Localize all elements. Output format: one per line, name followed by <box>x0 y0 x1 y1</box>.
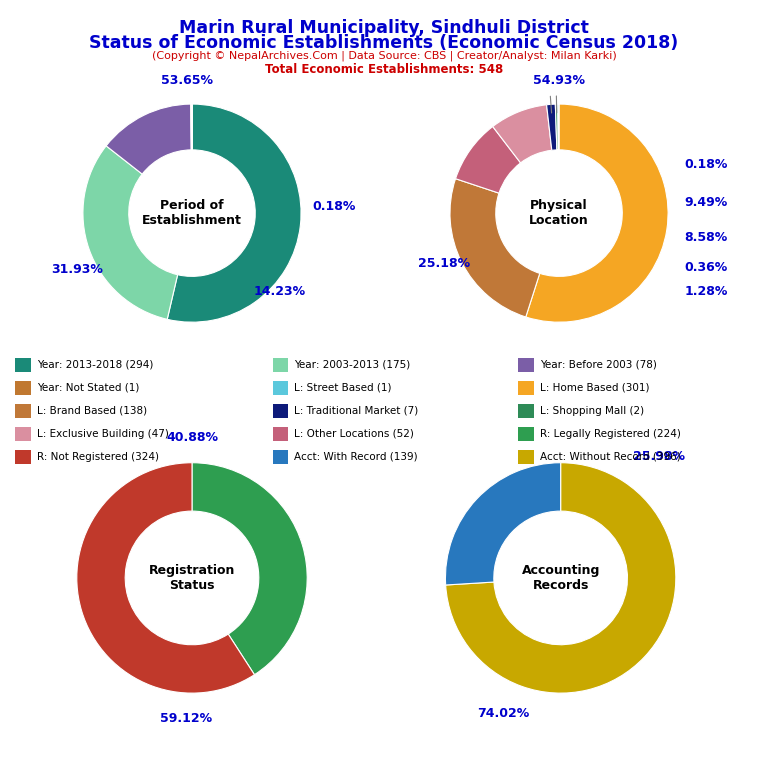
Text: L: Exclusive Building (47): L: Exclusive Building (47) <box>37 429 169 439</box>
Text: 54.93%: 54.93% <box>533 74 585 87</box>
Text: 1.28%: 1.28% <box>684 285 728 298</box>
Text: 74.02%: 74.02% <box>477 707 529 720</box>
Text: Acct: Without Record (396): Acct: Without Record (396) <box>540 452 680 462</box>
Wedge shape <box>493 104 552 163</box>
Wedge shape <box>555 104 558 150</box>
Text: Period of
Establishment: Period of Establishment <box>142 199 242 227</box>
Wedge shape <box>190 104 192 150</box>
Text: Year: Before 2003 (78): Year: Before 2003 (78) <box>540 359 657 370</box>
Wedge shape <box>455 127 521 194</box>
Text: Year: 2003-2013 (175): Year: 2003-2013 (175) <box>294 359 410 370</box>
Text: L: Traditional Market (7): L: Traditional Market (7) <box>294 406 419 416</box>
Text: Marin Rural Municipality, Sindhuli District: Marin Rural Municipality, Sindhuli Distr… <box>179 19 589 37</box>
Text: L: Other Locations (52): L: Other Locations (52) <box>294 429 414 439</box>
Wedge shape <box>450 179 540 317</box>
Text: 40.88%: 40.88% <box>166 431 218 444</box>
Wedge shape <box>83 146 177 319</box>
Text: 8.58%: 8.58% <box>684 230 728 243</box>
Wedge shape <box>558 104 559 150</box>
Text: 59.12%: 59.12% <box>161 712 212 725</box>
Text: 25.98%: 25.98% <box>633 451 684 463</box>
Wedge shape <box>547 104 557 151</box>
Text: Status of Economic Establishments (Economic Census 2018): Status of Economic Establishments (Econo… <box>89 34 679 51</box>
Text: L: Street Based (1): L: Street Based (1) <box>294 382 392 393</box>
Text: L: Shopping Mall (2): L: Shopping Mall (2) <box>540 406 644 416</box>
Wedge shape <box>445 462 561 585</box>
Wedge shape <box>106 104 191 174</box>
Text: 9.49%: 9.49% <box>684 196 728 209</box>
Text: 31.93%: 31.93% <box>51 263 104 276</box>
Wedge shape <box>192 462 307 675</box>
Text: 14.23%: 14.23% <box>253 285 306 298</box>
Text: Acct: With Record (139): Acct: With Record (139) <box>294 452 418 462</box>
Text: R: Legally Registered (224): R: Legally Registered (224) <box>540 429 680 439</box>
Text: Accounting
Records: Accounting Records <box>521 564 600 592</box>
Text: Year: 2013-2018 (294): Year: 2013-2018 (294) <box>37 359 154 370</box>
Text: 0.18%: 0.18% <box>312 200 356 213</box>
Text: 25.18%: 25.18% <box>419 257 471 270</box>
Wedge shape <box>167 104 301 322</box>
Text: Registration
Status: Registration Status <box>149 564 235 592</box>
Text: (Copyright © NepalArchives.Com | Data Source: CBS | Creator/Analyst: Milan Karki: (Copyright © NepalArchives.Com | Data So… <box>151 51 617 61</box>
Text: L: Brand Based (138): L: Brand Based (138) <box>37 406 147 416</box>
Text: Year: Not Stated (1): Year: Not Stated (1) <box>37 382 139 393</box>
Text: R: Not Registered (324): R: Not Registered (324) <box>37 452 159 462</box>
Text: 0.18%: 0.18% <box>684 157 728 170</box>
Text: 0.36%: 0.36% <box>684 261 728 274</box>
Text: Total Economic Establishments: 548: Total Economic Establishments: 548 <box>265 63 503 76</box>
Text: L: Home Based (301): L: Home Based (301) <box>540 382 650 393</box>
Wedge shape <box>526 104 668 322</box>
Wedge shape <box>445 462 676 693</box>
Text: 53.65%: 53.65% <box>161 74 213 87</box>
Wedge shape <box>77 462 254 693</box>
Text: Physical
Location: Physical Location <box>529 199 589 227</box>
